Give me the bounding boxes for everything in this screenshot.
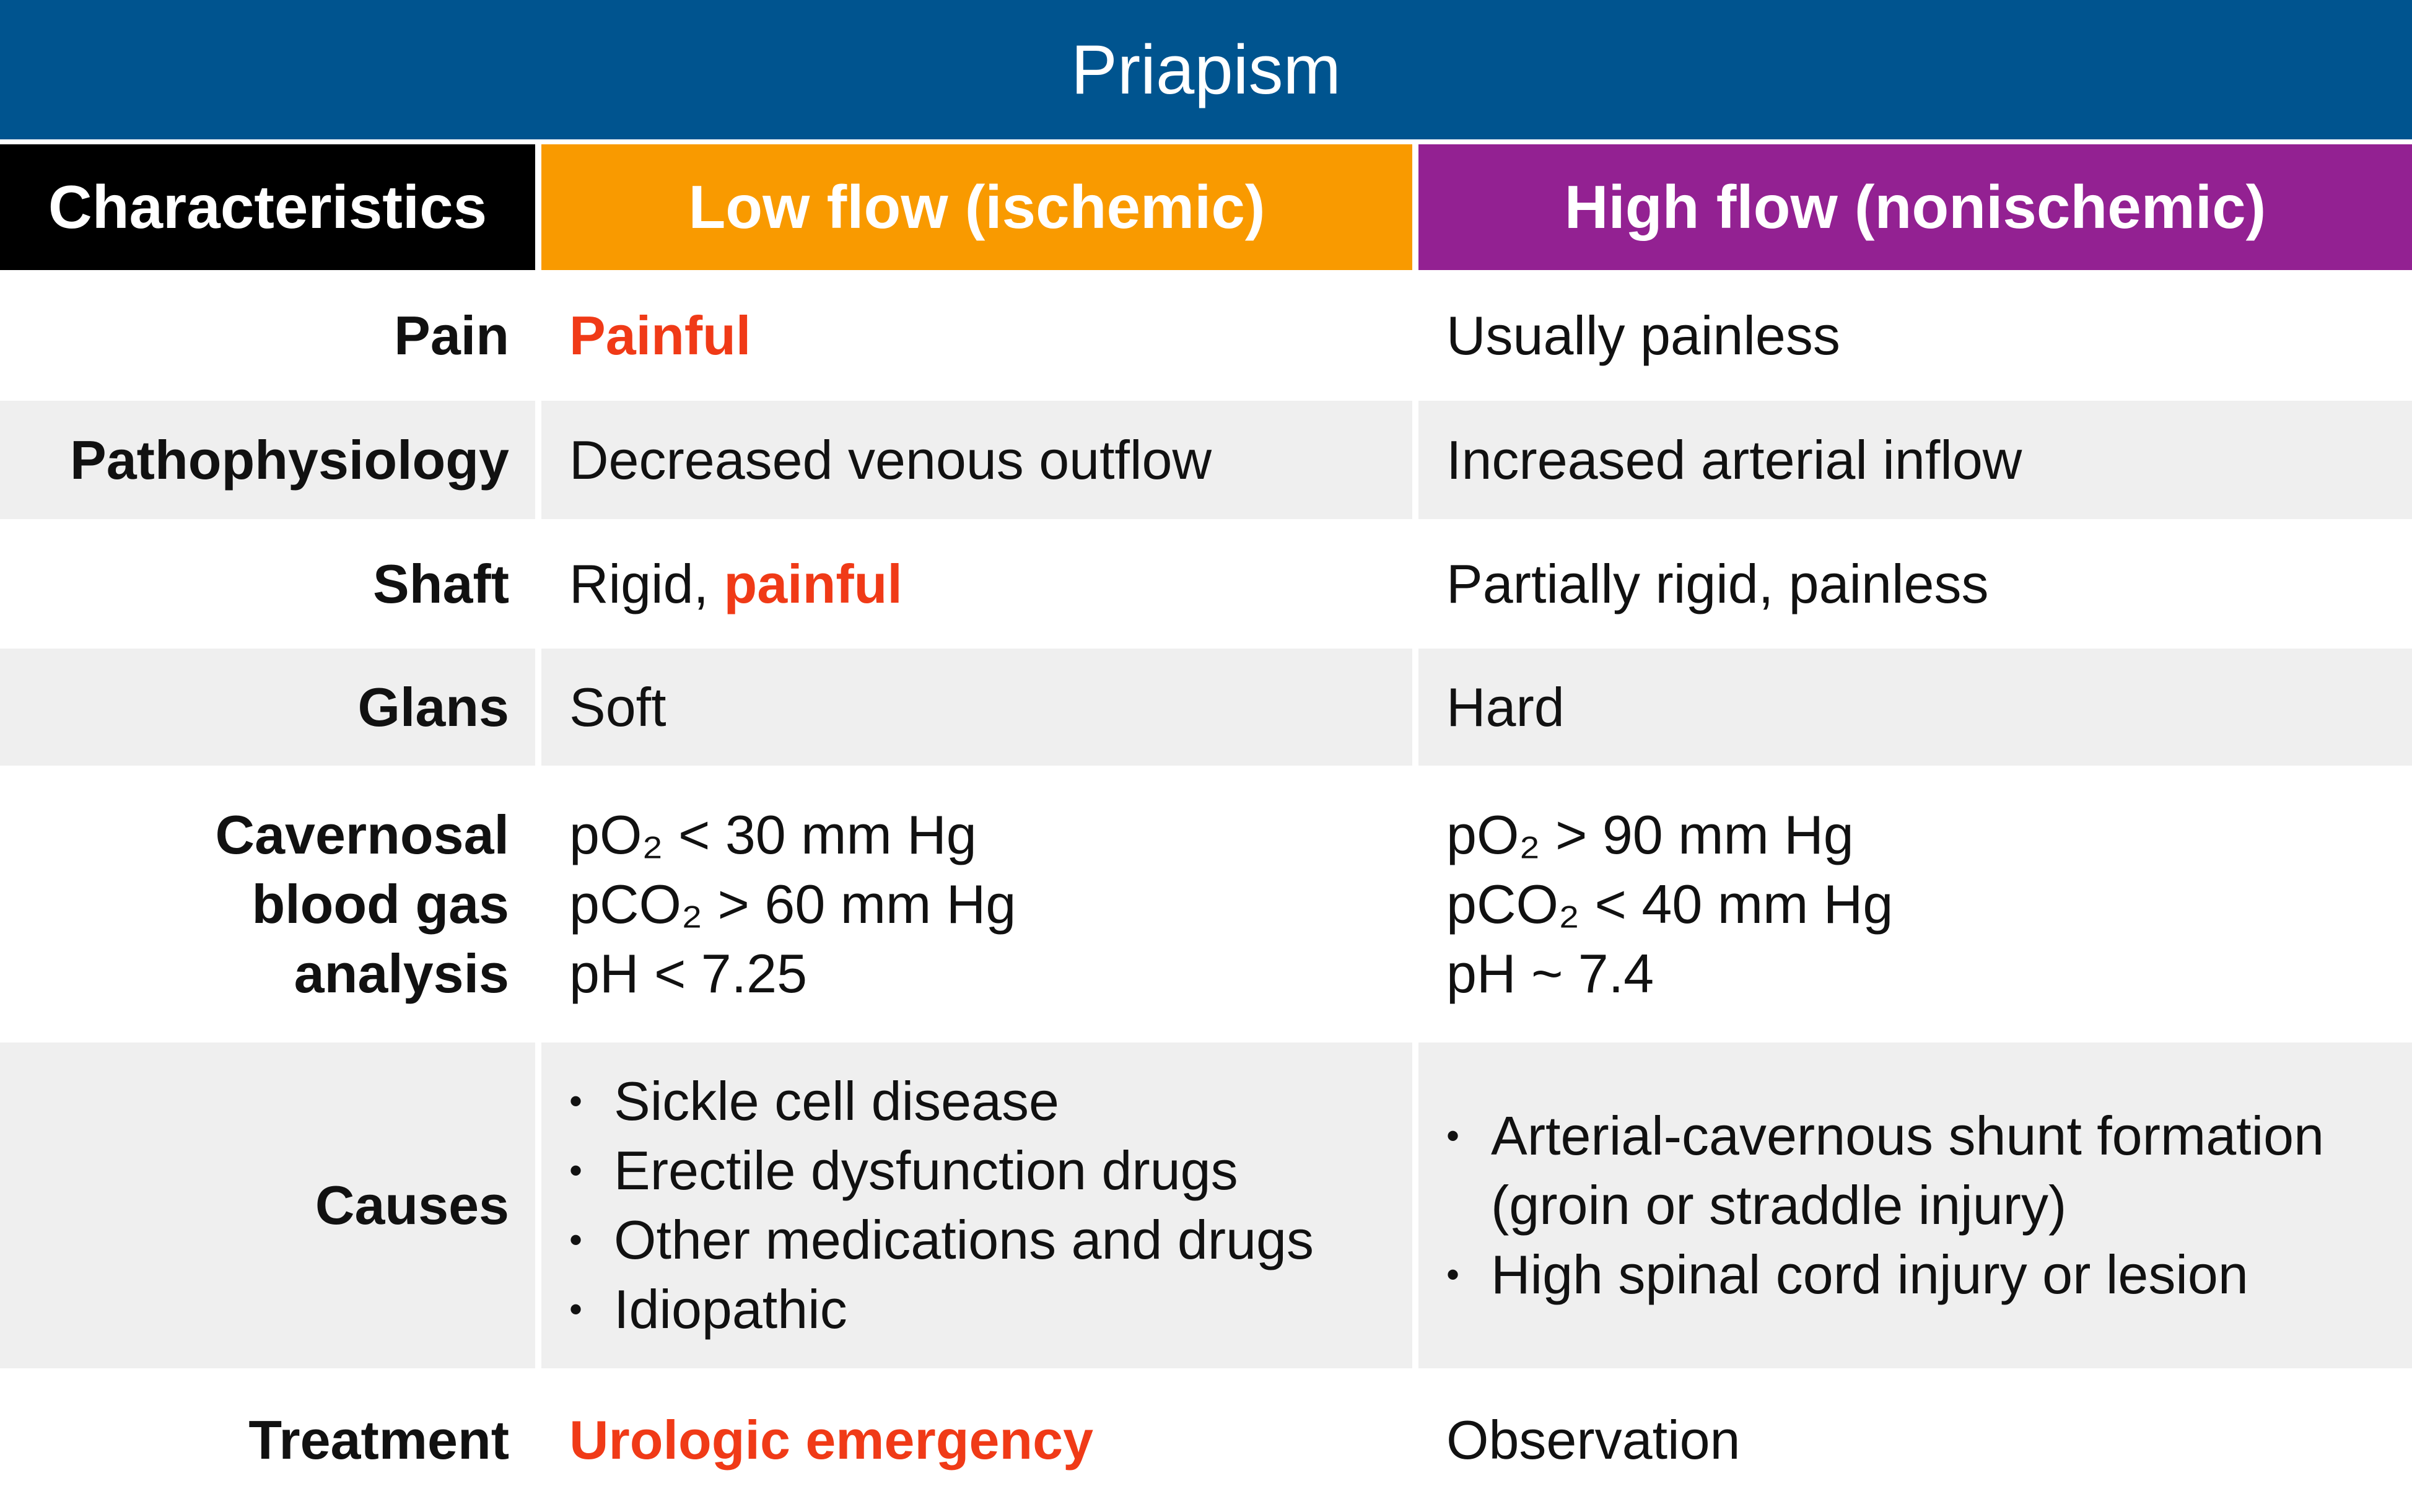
low-flow-cell: Sickle cell diseaseErectile dysfunction … [541, 1042, 1412, 1368]
row-label: Pain [0, 273, 535, 398]
cell-line: pCO₂ > 60 mm Hg [569, 873, 1016, 935]
bullet-item: Idiopathic [569, 1275, 1394, 1344]
low-flow-cell: Rigid, painful [541, 522, 1412, 645]
bullet-item: Erectile dysfunction drugs [569, 1136, 1394, 1205]
bullet-list: Arterial-cavernous shunt formation (groi… [1446, 1101, 2412, 1309]
high-flow-cell: Increased arterial inflow [1418, 401, 2412, 519]
cell-line: Painful [569, 301, 1412, 370]
low-flow-cell: pO₂ < 30 mm Hg pCO₂ > 60 mm Hg pH < 7.25 [541, 769, 1412, 1039]
cell-line: Partially rigid, painless [1446, 553, 1989, 614]
cell-line: Decreased venous outflow [569, 429, 1212, 491]
label-line: Causes [315, 1174, 509, 1236]
label-line: Treatment [248, 1409, 509, 1470]
text-run: Rigid, [569, 553, 724, 614]
label-line: Pain [394, 304, 509, 366]
row-label: Pathophysiology [0, 401, 535, 519]
row-label: Treatment [0, 1371, 535, 1508]
text-run: Urologic emergency [569, 1409, 1094, 1470]
cell-line: pCO₂ < 40 mm Hg [1446, 873, 1894, 935]
bullet-item: Other medications and drugs [569, 1205, 1394, 1275]
bullet-item: Arterial-cavernous shunt formation (groi… [1446, 1101, 2393, 1240]
cell-line: Rigid, painful [569, 549, 1412, 619]
cell-line: Urologic emergency [569, 1405, 1412, 1475]
low-flow-cell: Soft [541, 649, 1412, 766]
cell-line: Soft [569, 676, 666, 738]
cell-line: Usually painless [1446, 304, 1840, 366]
label-line: Cavernosal [215, 803, 509, 865]
low-flow-cell: Urologic emergency [541, 1371, 1412, 1508]
high-flow-cell: Partially rigid, painless [1418, 522, 2412, 645]
bullet-list: Sickle cell diseaseErectile dysfunction … [569, 1067, 1412, 1344]
cell-line: Increased arterial inflow [1446, 429, 2022, 491]
high-flow-cell: Arterial-cavernous shunt formation (groi… [1418, 1042, 2412, 1368]
high-flow-cell: Hard [1418, 649, 2412, 766]
cell-line: pH ~ 7.4 [1446, 942, 1654, 1004]
row-label: Causes [0, 1042, 535, 1368]
label-line: Pathophysiology [70, 429, 509, 491]
cell-line: pH < 7.25 [569, 942, 808, 1004]
high-flow-cell: Usually painless [1418, 273, 2412, 398]
column-header: High flow (nonischemic) [1418, 144, 2412, 270]
cell-line: Hard [1446, 676, 1565, 738]
label-line: Glans [357, 676, 509, 738]
cell-line: Observation [1446, 1409, 1741, 1470]
low-flow-cell: Decreased venous outflow [541, 401, 1412, 519]
label-line: Shaft [373, 553, 509, 614]
text-run: Painful [569, 304, 751, 366]
text-run: painful [723, 553, 902, 614]
title: Priapism [0, 0, 2412, 139]
label-line: blood gas [251, 873, 509, 935]
row-label: Shaft [0, 522, 535, 645]
low-flow-cell: Painful [541, 273, 1412, 398]
bullet-item: Sickle cell disease [569, 1067, 1394, 1136]
high-flow-cell: pO₂ > 90 mm Hg pCO₂ < 40 mm Hg pH ~ 7.4 [1418, 769, 2412, 1039]
bullet-item: High spinal cord injury or lesion [1446, 1240, 2393, 1309]
cell-line: pO₂ < 30 mm Hg [569, 803, 977, 865]
cell-line: pO₂ > 90 mm Hg [1446, 803, 1854, 865]
row-label: Glans [0, 649, 535, 766]
row-label: Cavernosal blood gas analysis [0, 769, 535, 1039]
column-header: Characteristics [0, 144, 535, 270]
column-header: Low flow (ischemic) [541, 144, 1412, 270]
label-line: analysis [294, 942, 509, 1004]
high-flow-cell: Observation [1418, 1371, 2412, 1508]
